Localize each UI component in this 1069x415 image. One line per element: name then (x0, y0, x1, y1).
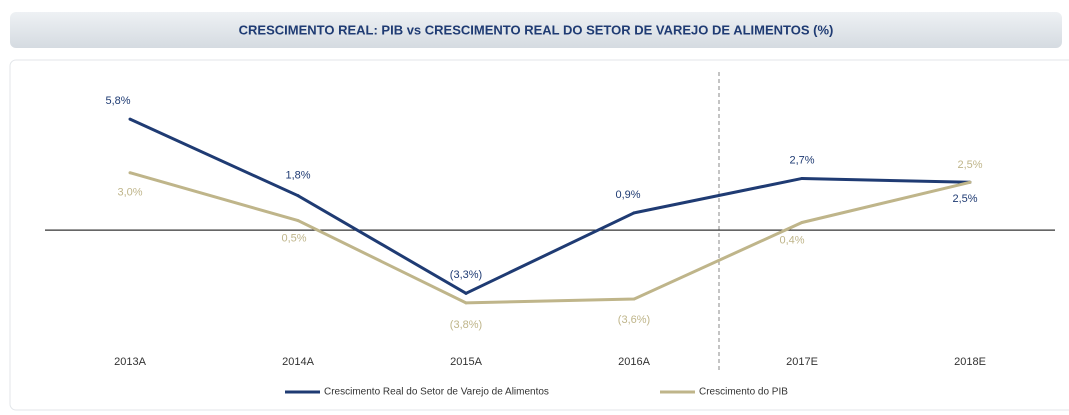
data-label: 0,9% (615, 189, 640, 201)
data-label: 3,0% (117, 187, 142, 199)
data-point (968, 180, 972, 184)
data-label: 1,8% (285, 170, 310, 182)
data-label: 2,7% (789, 154, 814, 166)
series-line (129, 117, 971, 296)
x-tick-label: 2013A (114, 356, 146, 368)
data-point (800, 220, 804, 224)
data-point (464, 301, 468, 305)
data-point (296, 194, 300, 198)
data-label: 0,5% (281, 232, 306, 244)
x-tick-label: 2017E (786, 356, 818, 368)
data-point (632, 211, 636, 215)
data-label: 5,8% (105, 95, 130, 107)
x-tick-label: 2016A (618, 356, 650, 368)
series-line (129, 171, 971, 305)
legend-label: Crescimento Real do Setor de Varejo de A… (324, 387, 549, 398)
data-label: 2,5% (952, 193, 977, 205)
plot-panel (9, 59, 1069, 411)
data-label: (3,6%) (618, 314, 650, 326)
data-label: 0,4% (779, 234, 804, 246)
data-point (800, 176, 804, 180)
x-tick-label: 2015A (450, 356, 482, 368)
data-label: 2,5% (957, 159, 982, 171)
data-point (464, 291, 468, 295)
x-tick-label: 2014A (282, 356, 314, 368)
legend-label: Crescimento do PIB (699, 387, 788, 398)
title-bar (10, 12, 1062, 48)
data-label: (3,3%) (450, 269, 482, 281)
x-tick-label: 2018E (954, 356, 986, 368)
chart-title: CRESCIMENTO REAL: PIB vs CRESCIMENTO REA… (239, 22, 834, 37)
data-point (128, 171, 132, 175)
data-point (128, 117, 132, 121)
data-point (632, 297, 636, 301)
data-label: (3,8%) (450, 319, 482, 331)
data-point (296, 219, 300, 223)
